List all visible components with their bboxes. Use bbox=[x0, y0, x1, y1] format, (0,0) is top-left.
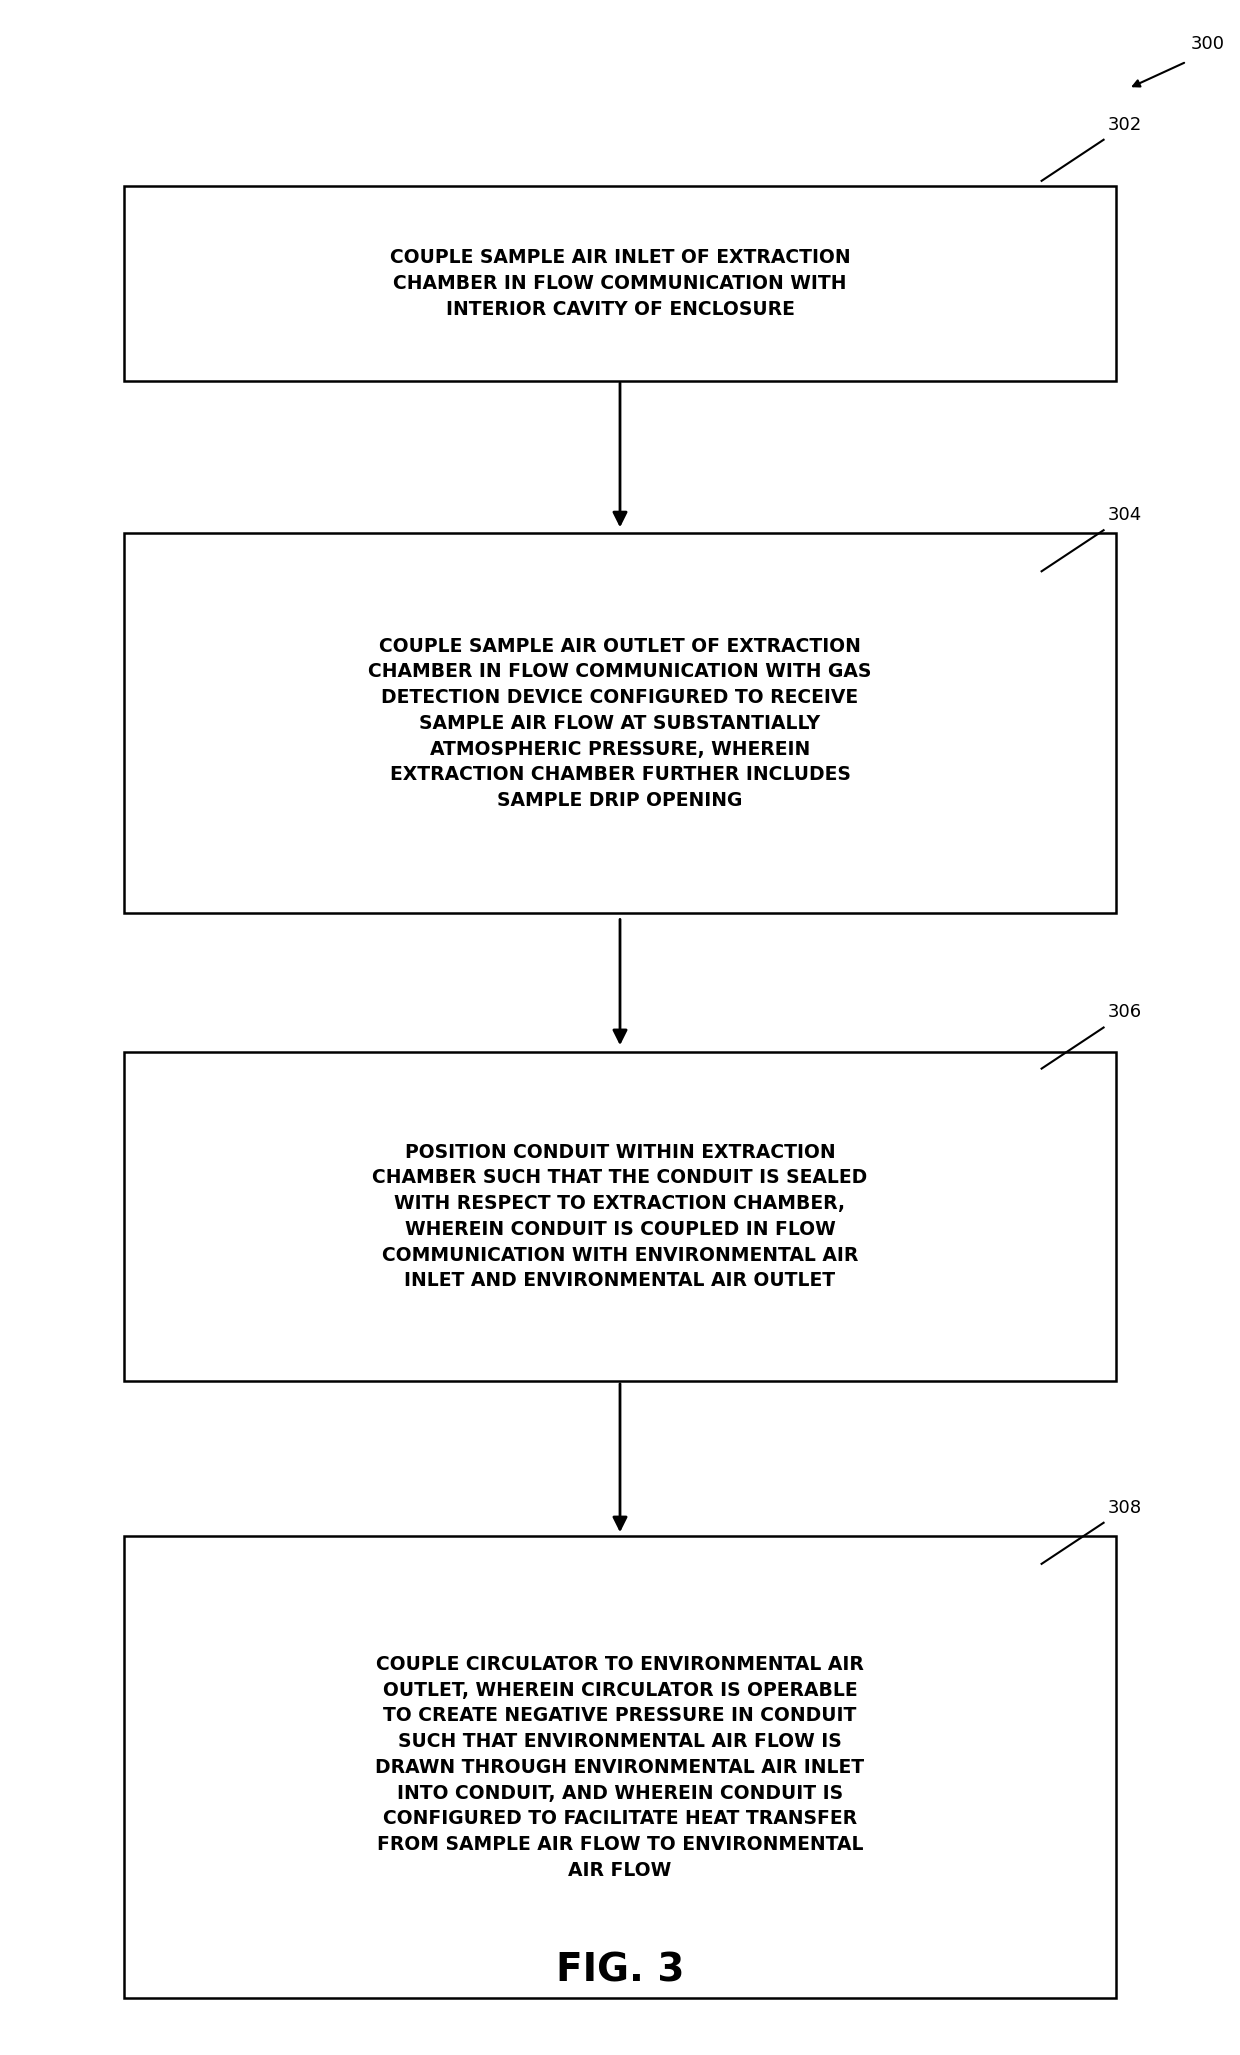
Text: 306: 306 bbox=[1107, 1003, 1142, 1021]
Text: 300: 300 bbox=[1190, 35, 1224, 53]
FancyBboxPatch shape bbox=[124, 534, 1116, 914]
FancyBboxPatch shape bbox=[124, 1537, 1116, 1997]
Text: COUPLE SAMPLE AIR OUTLET OF EXTRACTION
CHAMBER IN FLOW COMMUNICATION WITH GAS
DE: COUPLE SAMPLE AIR OUTLET OF EXTRACTION C… bbox=[368, 637, 872, 810]
Text: FIG. 3: FIG. 3 bbox=[556, 1952, 684, 1989]
Text: 304: 304 bbox=[1107, 506, 1142, 524]
Text: 302: 302 bbox=[1107, 115, 1142, 134]
FancyBboxPatch shape bbox=[124, 187, 1116, 382]
Text: COUPLE SAMPLE AIR INLET OF EXTRACTION
CHAMBER IN FLOW COMMUNICATION WITH
INTERIO: COUPLE SAMPLE AIR INLET OF EXTRACTION CH… bbox=[389, 249, 851, 319]
Text: POSITION CONDUIT WITHIN EXTRACTION
CHAMBER SUCH THAT THE CONDUIT IS SEALED
WITH : POSITION CONDUIT WITHIN EXTRACTION CHAMB… bbox=[372, 1143, 868, 1291]
Text: 308: 308 bbox=[1107, 1498, 1142, 1517]
Text: COUPLE CIRCULATOR TO ENVIRONMENTAL AIR
OUTLET, WHEREIN CIRCULATOR IS OPERABLE
TO: COUPLE CIRCULATOR TO ENVIRONMENTAL AIR O… bbox=[376, 1654, 864, 1880]
FancyBboxPatch shape bbox=[124, 1052, 1116, 1381]
